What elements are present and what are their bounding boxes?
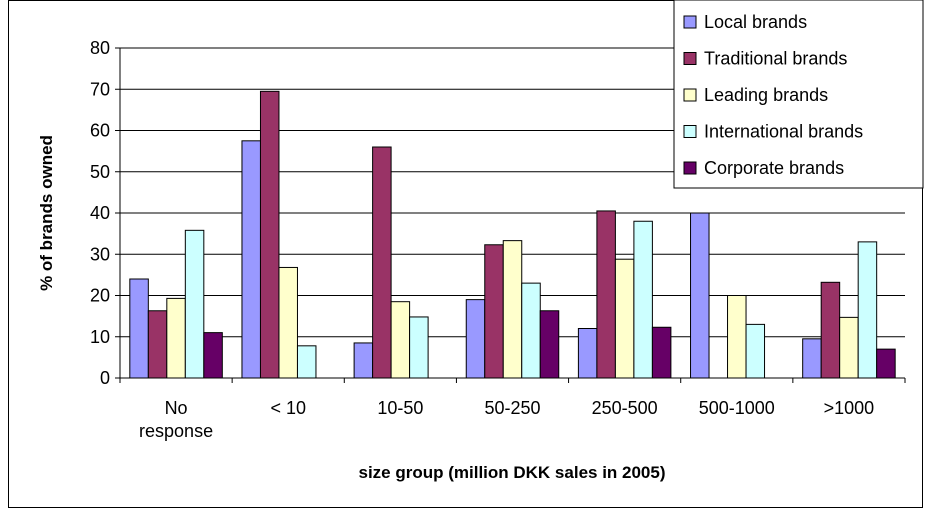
bar-traditional-brands: [147, 310, 168, 379]
legend-label: Traditional brands: [704, 49, 847, 69]
y-tick-label: 60: [90, 121, 110, 141]
bar-traditional-brands: [372, 146, 392, 379]
x-tick-label: 10-50: [377, 398, 423, 418]
y-tick-label: 30: [90, 244, 110, 264]
x-axis-title: size group (million DKK sales in 2005): [358, 463, 665, 482]
bar-local-brands: [241, 140, 261, 379]
bar-international-brands: [521, 282, 541, 379]
bar-international-brands: [184, 229, 205, 379]
legend-box: [673, 0, 924, 189]
y-tick-label: 10: [90, 327, 110, 347]
x-tick-label: 500-1000: [699, 398, 775, 418]
bar-local-brands: [577, 328, 598, 379]
bar-leading-brands: [166, 297, 186, 379]
bar-leading-brands: [727, 295, 747, 379]
bar-traditional-brands: [596, 210, 616, 379]
bar-local-brands: [129, 278, 149, 379]
y-tick-label: 40: [90, 203, 110, 223]
bar-corporate-brands: [876, 348, 896, 379]
y-tick-label: 0: [100, 368, 110, 388]
bar-local-brands: [465, 299, 486, 379]
bar-leading-brands: [502, 240, 523, 379]
bar-leading-brands: [614, 258, 635, 379]
bar-international-brands: [296, 345, 317, 379]
bar-corporate-brands: [539, 310, 560, 379]
legend-label: Corporate brands: [704, 158, 844, 178]
x-tick-labels: No response < 10 10-50 50-250 250-500 500-1000…: [139, 398, 874, 441]
bar-leading-brands: [390, 301, 411, 379]
legend-swatch: [683, 15, 697, 29]
y-tick-label: 20: [90, 286, 110, 306]
bar-international-brands: [633, 220, 653, 379]
x-tick-label-line: 250-500: [592, 398, 658, 418]
legend-swatch: [683, 52, 697, 65]
bar-local-brands: [353, 342, 374, 379]
legend-label: International brands: [704, 122, 863, 142]
y-axis-title: % of brands owned: [37, 135, 56, 291]
y-tick-labels: 0 10 20 30 40 50 60 70 80: [90, 38, 110, 388]
bar-leading-brands: [839, 316, 859, 379]
x-tick-label: >1000: [824, 398, 875, 418]
x-tick-label-line: No: [165, 398, 188, 418]
bar-corporate-brands: [203, 332, 223, 379]
bar-leading-brands: [278, 266, 298, 379]
bar-international-brands: [857, 241, 878, 379]
y-tick-label: 80: [90, 38, 110, 58]
bar-local-brands: [802, 338, 822, 379]
bar-corporate-brands: [651, 326, 672, 379]
legend: Local brands Traditional brands Leading br…: [673, 0, 924, 189]
bar-traditional-brands: [484, 244, 504, 379]
axes: [119, 48, 905, 379]
bar-international-brands: [745, 323, 766, 379]
x-tick-label: 250-500: [592, 398, 658, 418]
bar-local-brands: [690, 212, 710, 379]
legend-swatch: [683, 88, 697, 102]
legend-swatch: [683, 125, 697, 138]
x-tick-label-line: 500-1000: [699, 398, 775, 418]
bar-international-brands: [409, 316, 429, 379]
x-tick-label-line: >1000: [824, 398, 875, 418]
legend-swatch: [683, 161, 697, 175]
x-tick-label-line: 10-50: [377, 398, 423, 418]
x-tick-label-line: response: [139, 421, 213, 441]
bars: [129, 90, 896, 379]
x-tick-label: < 10: [270, 398, 306, 418]
y-tick-label: 50: [90, 162, 110, 182]
bar-traditional-brands: [259, 90, 280, 379]
x-tick-label-line: 50-250: [484, 398, 540, 418]
y-tick-label: 70: [90, 79, 110, 99]
x-tick-label-line: < 10: [270, 398, 306, 418]
x-tick-label: 50-250: [484, 398, 540, 418]
legend-label: Local brands: [704, 12, 807, 32]
bar-traditional-brands: [820, 281, 841, 379]
legend-label: Leading brands: [704, 85, 828, 105]
x-tick-label: No response: [139, 398, 213, 441]
